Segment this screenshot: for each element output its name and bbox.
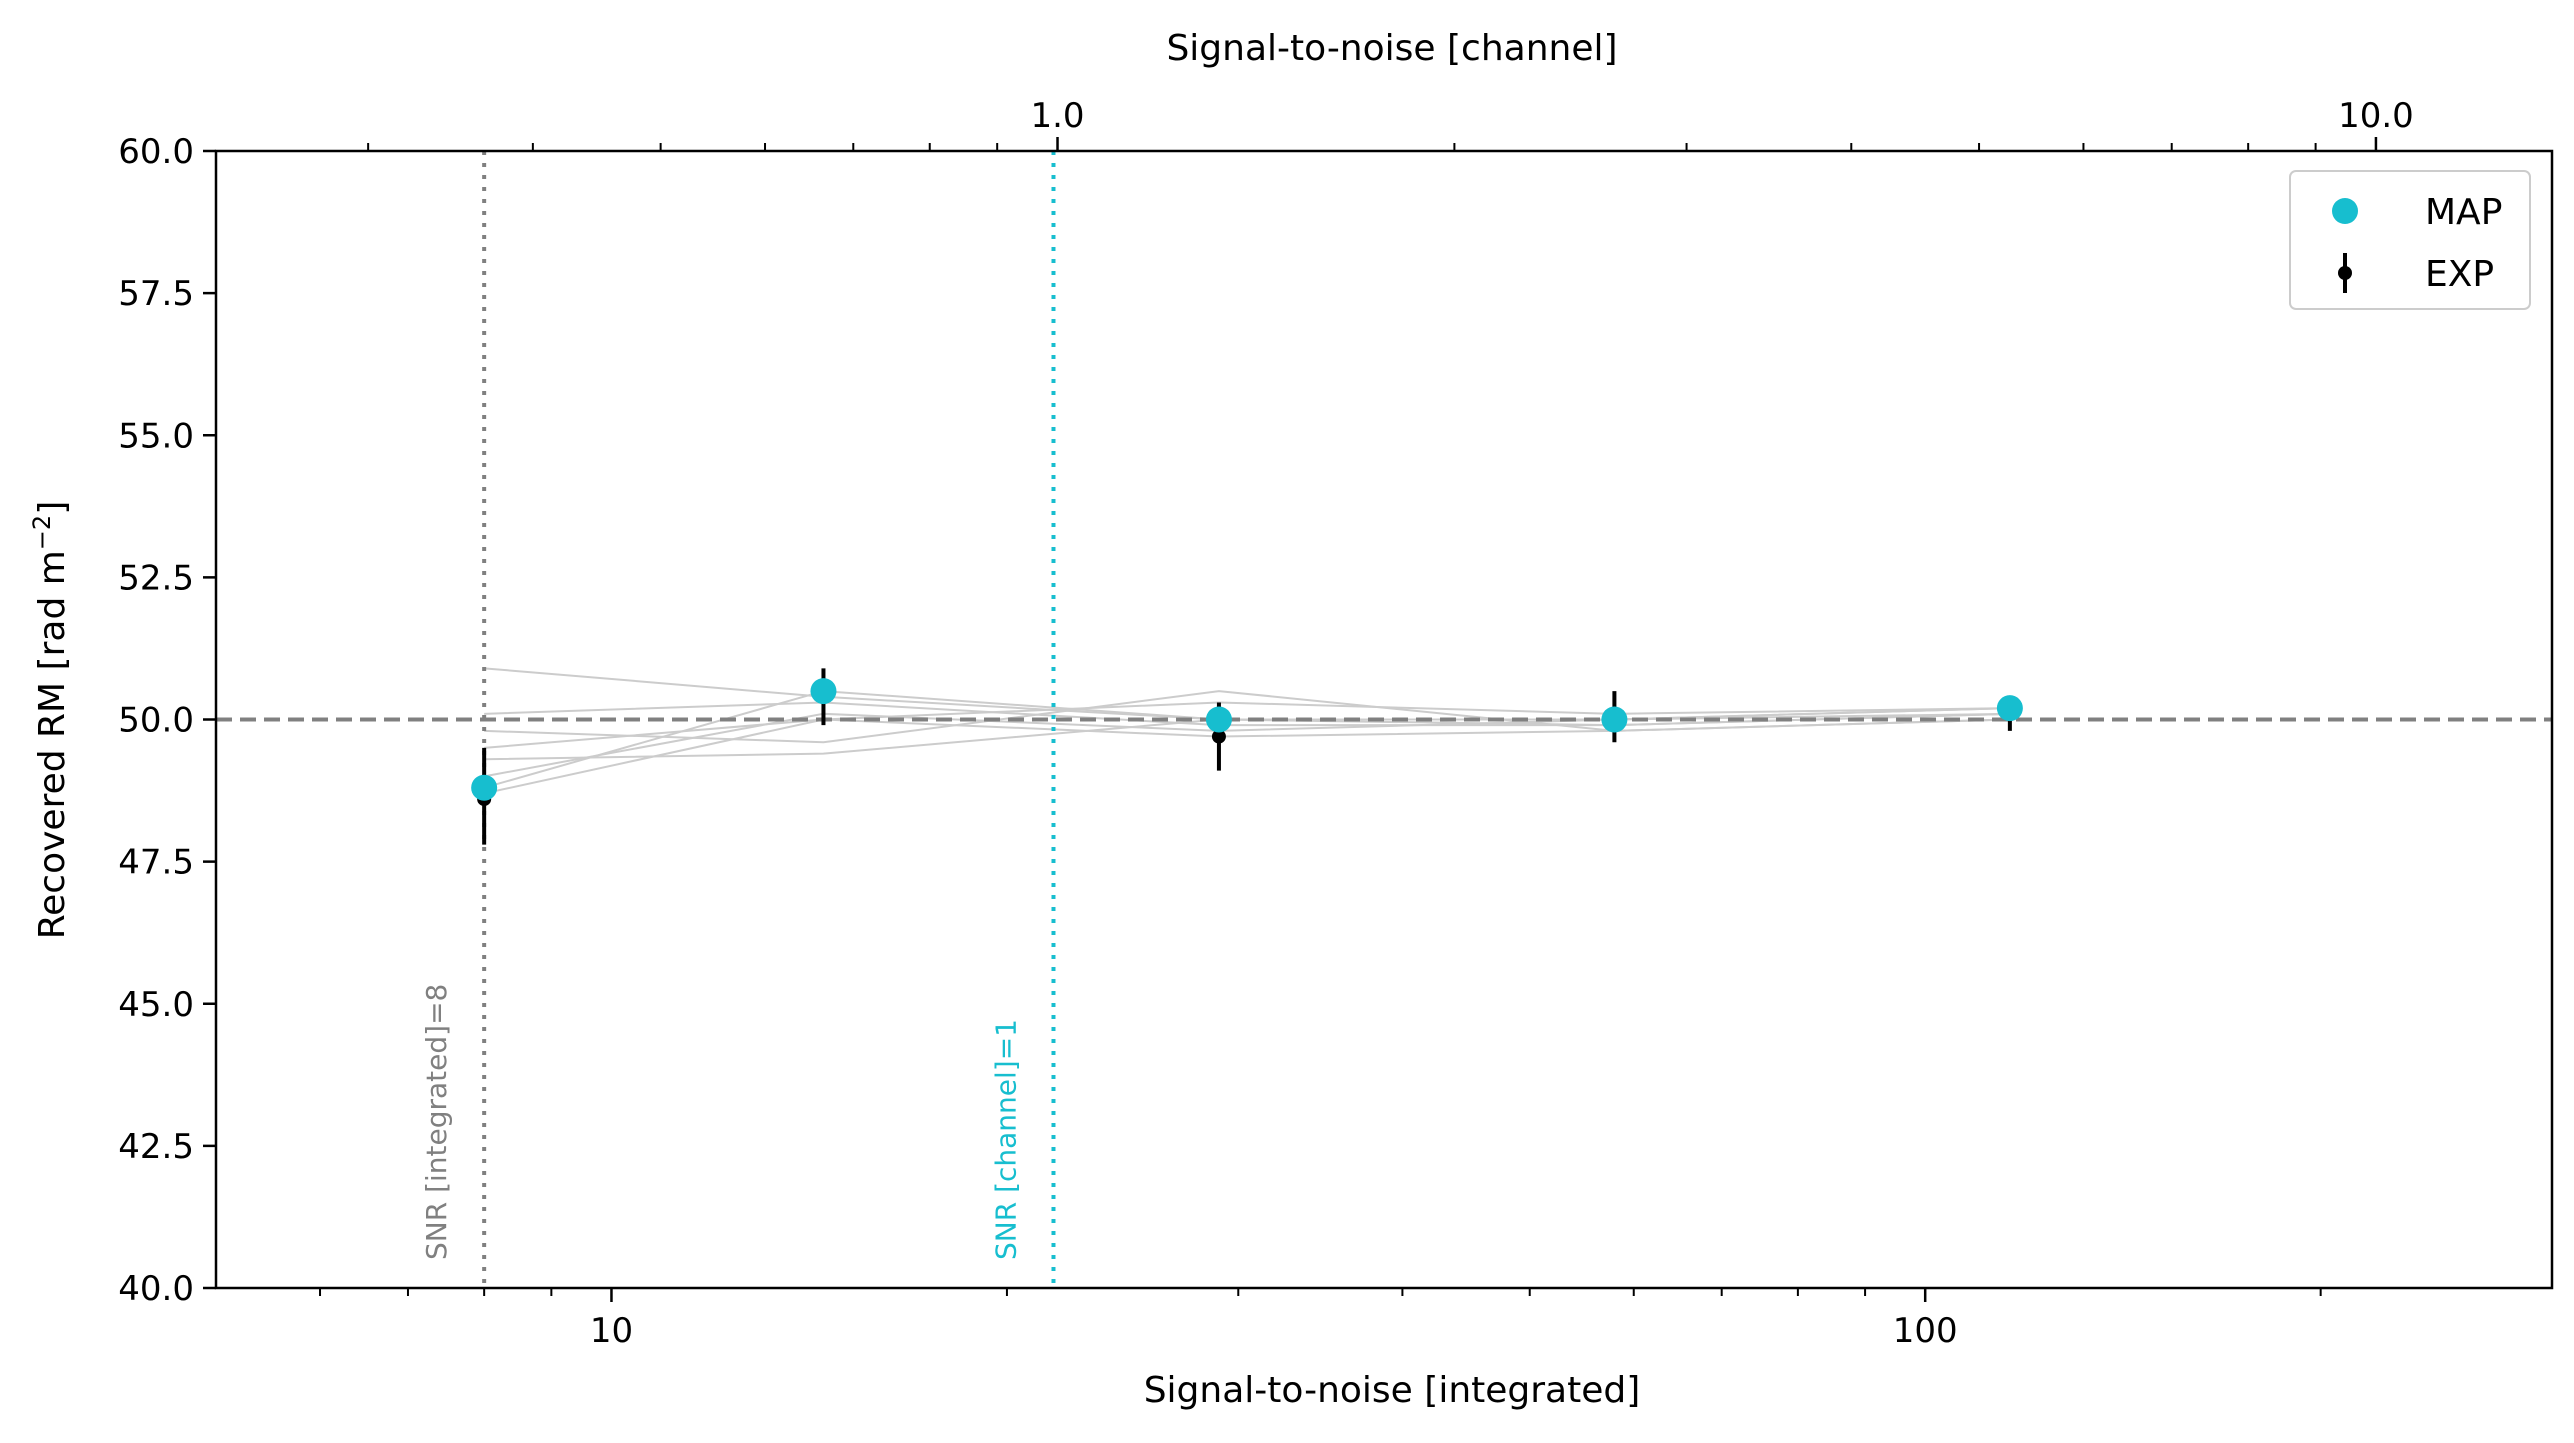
x2-axis-title: Signal-to-noise [channel]	[1166, 28, 1617, 69]
y-axis-title-text: Recovered RM [rad m	[32, 550, 73, 939]
y-tick-label-7: 55.0	[118, 416, 194, 456]
legend: MAP EXP	[2289, 170, 2531, 310]
vertical-line-label-1: SNR [integrated]=8	[420, 984, 453, 1260]
y-tick-label-4: 47.5	[118, 843, 194, 883]
x2-tick-label-1: 1.0	[1030, 96, 1084, 136]
x2-tick-label-2: 10.0	[2338, 96, 2414, 136]
legend-marker-map	[2332, 198, 2358, 224]
y-axis-title: Recovered RM [rad m−2]	[28, 501, 73, 940]
y-axis-title-end: ]	[32, 501, 73, 515]
y-tick-label-9: 60.0	[118, 132, 194, 172]
legend-label-map: MAP	[2425, 192, 2502, 233]
legend-label-exp: EXP	[2425, 254, 2494, 295]
y-tick-label-8: 57.5	[118, 274, 194, 314]
map-point-1	[471, 774, 498, 801]
x-tick-label-2: 100	[1893, 1311, 1958, 1351]
realization-lines	[483, 667, 2010, 795]
y-tick-label-3: 45.0	[118, 985, 194, 1025]
exp-point-3	[1211, 729, 1226, 744]
map-point-5	[1996, 695, 2023, 722]
x-axis-title: Signal-to-noise [integrated]	[1144, 1370, 1641, 1411]
map-points	[471, 678, 2023, 801]
vertical-line-label-2: SNR [channel]=1	[989, 1019, 1022, 1260]
y-tick-label-1: 40.0	[118, 1269, 194, 1309]
y-tick-label-6: 52.5	[118, 558, 194, 598]
y-tick-label-5: 50.0	[118, 701, 194, 741]
ticks: 40.0 42.5 45.0 47.5 50.0 52.5 55.0 57.5 60.0 10 10…	[118, 96, 2413, 1351]
legend-marker-exp-dot	[2338, 266, 2352, 280]
map-point-2	[810, 678, 837, 705]
map-point-3	[1205, 706, 1232, 733]
y-tick-label-2: 42.5	[118, 1127, 194, 1167]
y-axis-title-exponent: −2	[28, 515, 56, 550]
map-point-4	[1601, 706, 1628, 733]
x-tick-label-1: 10	[590, 1311, 633, 1351]
reference-lines: SNR [integrated]=8 SNR [channel]=1	[216, 151, 2552, 1288]
